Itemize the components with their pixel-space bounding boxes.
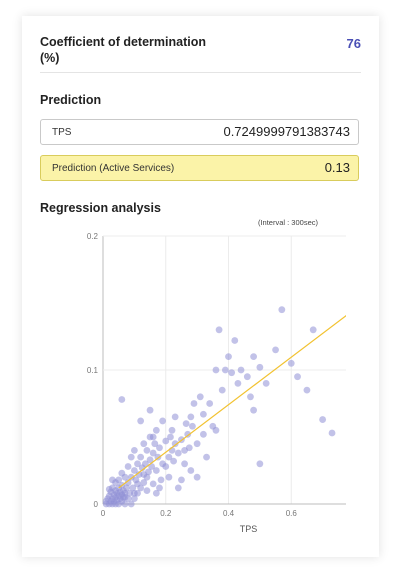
tps-input-field[interactable]: TPS 0.7249999791383743 (40, 119, 359, 145)
data-point (137, 454, 144, 461)
data-point (304, 387, 311, 394)
data-point (319, 416, 326, 423)
data-point (169, 427, 176, 434)
prediction-output-value: 0.13 (325, 160, 350, 175)
data-point (137, 418, 144, 425)
data-point (228, 369, 235, 376)
data-point (181, 460, 188, 467)
data-point (200, 411, 207, 418)
y-tick-label: 0.2 (87, 232, 99, 241)
data-point (153, 467, 160, 474)
data-point (213, 367, 220, 374)
data-point (122, 494, 129, 501)
data-point (256, 364, 263, 371)
data-point (162, 463, 169, 470)
interval-note: (Interval : 300sec) (258, 218, 319, 227)
data-point (170, 458, 177, 465)
data-point (125, 463, 132, 470)
data-point (167, 434, 174, 441)
y-tick-label: 0 (94, 500, 99, 509)
data-point (206, 400, 213, 407)
data-point (189, 423, 196, 430)
data-point (144, 447, 151, 454)
data-point (128, 454, 135, 461)
data-point (158, 476, 165, 483)
data-point (187, 467, 194, 474)
data-point (238, 367, 245, 374)
data-point (150, 481, 157, 488)
data-point (272, 347, 279, 354)
tps-input-value[interactable]: 0.7249999791383743 (223, 124, 350, 139)
data-point (250, 353, 257, 360)
data-point (213, 427, 220, 434)
tps-input-label: TPS (52, 127, 71, 138)
x-tick-label: 0 (101, 509, 106, 518)
data-point (194, 474, 201, 481)
data-point (216, 326, 223, 333)
prediction-title: Prediction (40, 93, 101, 107)
prediction-output-label: Prediction (Active Services) (52, 163, 174, 174)
data-point (191, 400, 198, 407)
data-point (178, 476, 185, 483)
data-point (118, 470, 125, 477)
data-point (134, 481, 141, 488)
data-point (183, 420, 190, 427)
data-point (106, 486, 113, 493)
data-point (278, 306, 285, 313)
data-point (165, 474, 172, 481)
y-tick-label: 0.1 (87, 366, 99, 375)
x-tick-label: 0.4 (223, 509, 235, 518)
data-point (140, 440, 147, 447)
data-point (118, 396, 125, 403)
x-axis-label: TPS (240, 524, 258, 534)
x-tick-label: 0.2 (160, 509, 172, 518)
data-point (200, 431, 207, 438)
data-point (329, 430, 336, 437)
data-point (235, 380, 242, 387)
data-point (131, 490, 138, 497)
data-point (231, 337, 238, 344)
data-point (256, 460, 263, 467)
data-point (172, 414, 179, 421)
data-point (109, 476, 116, 483)
data-point (244, 373, 251, 380)
coefficient-row: Coefficient of determination (%) 76 (40, 34, 361, 66)
data-point (225, 353, 232, 360)
data-point (187, 414, 194, 421)
data-point (144, 487, 151, 494)
prediction-output-field: Prediction (Active Services) 0.13 (40, 155, 359, 181)
data-point (288, 360, 295, 367)
data-point (222, 367, 229, 374)
data-point (247, 393, 254, 400)
data-point (294, 373, 301, 380)
data-point (147, 407, 154, 414)
coefficient-value: 76 (347, 36, 361, 51)
data-point (197, 393, 204, 400)
data-point (175, 485, 182, 492)
data-point (310, 326, 317, 333)
data-point (131, 447, 138, 454)
data-point (153, 490, 160, 497)
data-point (159, 418, 166, 425)
data-point (153, 427, 160, 434)
data-point (150, 434, 157, 441)
data-point (194, 440, 201, 447)
data-point (250, 407, 257, 414)
divider (40, 72, 361, 73)
data-point (203, 454, 210, 461)
data-point (181, 447, 188, 454)
data-point (175, 450, 182, 457)
data-point (263, 380, 270, 387)
data-point (140, 471, 147, 478)
data-point (156, 444, 163, 451)
coefficient-label: Coefficient of determination (%) (40, 34, 210, 66)
scatter-plot: (Interval : 300sec) 00.20.40.60.800.10.2… (36, 204, 346, 534)
data-point (219, 387, 226, 394)
x-tick-label: 0.6 (286, 509, 298, 518)
regression-chart: (Interval : 300sec) 00.20.40.60.800.10.2… (36, 204, 346, 534)
